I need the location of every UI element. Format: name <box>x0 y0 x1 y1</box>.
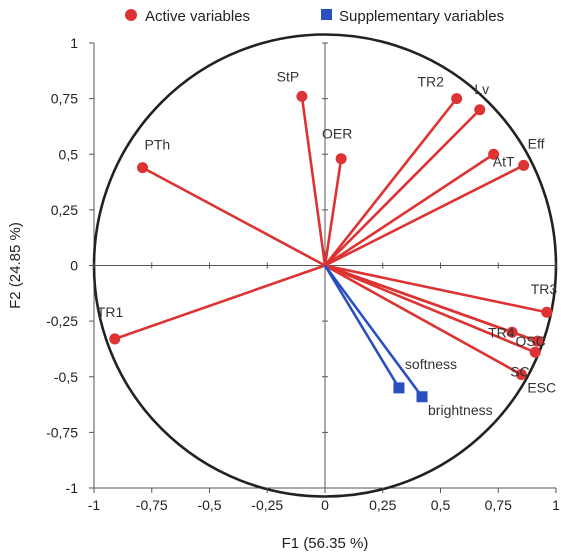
marker-tr1 <box>109 333 121 345</box>
vector-softness <box>323 264 401 389</box>
vector-pth <box>141 166 326 267</box>
marker-tr3 <box>541 306 553 318</box>
label-oer: OER <box>322 126 352 142</box>
marker-osc <box>532 335 544 347</box>
vector-eff <box>324 164 525 267</box>
label-esc: ESC <box>527 380 556 396</box>
y-axis-title: F2 (24.85 %) <box>7 222 24 309</box>
marker-lv <box>474 104 486 116</box>
x-axis-title: F1 (56.35 %) <box>282 535 369 552</box>
label-tr2: TR2 <box>417 74 444 90</box>
x-tick-label: -0,25 <box>251 497 283 513</box>
x-tick-label: 1 <box>552 497 560 513</box>
variable-vectors <box>114 96 548 398</box>
vector-brightness <box>323 264 424 398</box>
y-tick-label: 0,5 <box>59 146 79 162</box>
variable-markers <box>109 90 553 403</box>
label-tr1: TR1 <box>97 304 124 320</box>
label-osc: OSC <box>516 333 546 349</box>
label-eff: Eff <box>528 135 545 151</box>
marker-sc <box>529 346 541 358</box>
marker-tr2 <box>451 93 463 105</box>
label-pth: PTh <box>145 137 171 153</box>
vector-tr2 <box>323 97 458 267</box>
label-stp: StP <box>277 68 300 84</box>
vector-oer <box>323 158 343 266</box>
vector-lv <box>324 108 481 267</box>
vector-att <box>324 153 495 267</box>
legend-active-label: Active variables <box>145 8 250 25</box>
y-tick-label: -0,5 <box>54 369 78 385</box>
label-att: AtT <box>493 153 515 169</box>
x-tick-label: -1 <box>88 497 101 513</box>
label-tr3: TR3 <box>531 281 558 297</box>
x-tick-label: 0 <box>321 497 329 513</box>
label-tr4: TR4 <box>488 324 515 340</box>
y-tick-label: -0,25 <box>46 313 78 329</box>
marker-oer <box>335 153 347 165</box>
x-tick-label: 0,75 <box>485 497 512 513</box>
label-brightness: brightness <box>428 402 493 418</box>
label-lv: Lv <box>474 81 489 97</box>
marker-eff <box>518 159 530 171</box>
marker-brightness <box>416 391 428 403</box>
marker-stp <box>296 90 308 102</box>
label-softness: softness <box>405 356 457 372</box>
marker-att <box>488 148 500 160</box>
y-tick-label: 0,75 <box>51 91 78 107</box>
x-tick-label: -0,5 <box>197 497 221 513</box>
marker-esc <box>515 369 527 381</box>
vector-tr3 <box>324 264 548 314</box>
y-tick-label: -1 <box>66 480 79 496</box>
x-tick-label: 0,25 <box>369 497 396 513</box>
x-tick-label: -0,75 <box>136 497 168 513</box>
legend-active-marker <box>125 9 137 21</box>
x-tick-label: 0,5 <box>431 497 451 513</box>
vector-esc <box>324 264 522 376</box>
y-tick-label: 1 <box>70 35 78 51</box>
legend-supplementary-marker <box>321 9 332 20</box>
tick-labels: -1 -0,75 -0,5 -0,25 0 0,25 0,5 0,75 1 1 0,75 0,5 0,2… <box>46 35 560 513</box>
y-tick-label: 0 <box>70 258 78 274</box>
label-sc: SC <box>510 363 529 379</box>
marker-softness <box>393 382 405 394</box>
vector-tr1 <box>114 264 326 341</box>
marker-tr4 <box>506 326 518 338</box>
vector-osc <box>324 264 538 343</box>
y-tick-label: -0,75 <box>46 424 78 440</box>
marker-pth <box>137 162 149 174</box>
y-tick-label: 0,25 <box>51 202 78 218</box>
vector-sc <box>324 264 536 354</box>
vector-stp <box>300 96 327 266</box>
legend-supplementary-label: Supplementary variables <box>339 8 504 25</box>
legend: Active variables Supplementary variables <box>125 8 504 25</box>
